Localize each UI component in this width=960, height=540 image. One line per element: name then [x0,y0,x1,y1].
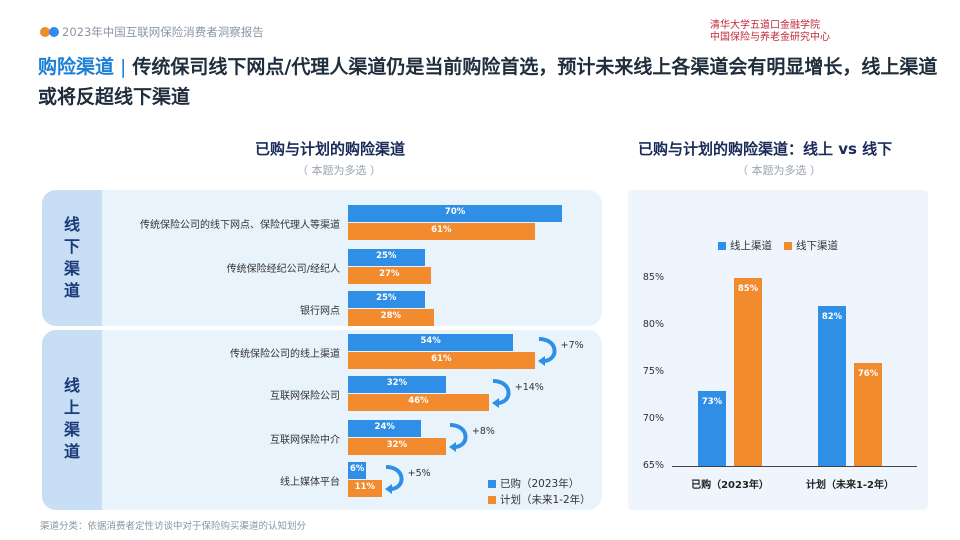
legend-offline-label: 线下渠道 [796,240,838,252]
bar-value-label: 32% [386,440,408,450]
org-line-2: 中国保险与养老金研究中心 [710,32,830,43]
bar-value-label: 11% [354,482,375,492]
bar-planned: 61% [348,352,535,369]
bar-value-label: 25% [376,293,397,303]
left-chart-subtitle: （ 本题为多选 ） [297,164,381,177]
bar-value-label: 46% [408,396,429,406]
bar-value-label: 70% [444,207,466,217]
x-category-label: 计划（未来1-2年） [805,480,895,491]
legend-purchased-label: 已购（2023年） [500,478,580,490]
y-tick-label: 75% [642,366,664,377]
growth-annotation: +8% [471,426,495,437]
bar-planned: 11% [348,480,382,497]
category-label: 互联网保险公司 [270,391,340,402]
bar-value-label: 27% [379,269,400,279]
curved-arrow-icon [448,423,468,452]
bar-value-label: 85% [737,284,759,294]
bar-offline [854,362,882,466]
right-chart-title: 已购与计划的购险渠道：线上 vs 线下 [638,140,893,158]
right-chart-panel [628,190,928,510]
y-tick-label: 70% [642,413,664,424]
bar-planned: 28% [348,309,434,326]
bar-value-label: 28% [380,311,402,321]
right-chart-subtitle: （ 本题为多选 ） [737,164,821,177]
growth-annotation: +5% [407,468,431,479]
bar-value-label: 61% [431,354,452,364]
bar-planned: 32% [348,438,446,455]
category-label: 传统保险公司的线上渠道 [230,349,340,360]
bar-offline [734,278,762,466]
category-label: 互联网保险中介 [270,435,340,446]
footnote: 渠道分类：依据消费者定性访谈中对于保险购买渠道的认知划分 [40,521,307,532]
y-tick-label: 85% [642,272,664,283]
online-group-tag [42,330,102,510]
x-axis-line [672,466,917,467]
bar-purchased: 24% [348,420,422,437]
left-chart-title: 已购与计划的购险渠道 [255,140,406,158]
headline-separator: | [120,56,127,78]
legend-swatch-blue [718,242,726,250]
category-label: 线上媒体平台 [280,477,340,488]
headline-text: 传统保司线下网点/代理人渠道仍是当前购险首选，预计未来线上各渠道会有明显增长，线… [38,56,938,108]
bar-purchased: 54% [348,334,514,351]
report-title: 2023年中国互联网保险消费者洞察报告 [62,25,264,39]
bar-purchased: 6% [348,462,367,479]
offline-group-tag [42,190,102,326]
offline-group-label: 线下渠道 [63,215,80,300]
bar-online [698,390,726,466]
bar-value-label: 6% [349,464,365,474]
bar-value-label: 32% [386,378,408,388]
headline-keyword: 购险渠道 [38,56,115,78]
category-label: 传统保险公司的线下网点、保险代理人等渠道 [140,220,340,231]
legend-purchased: 已购（2023年） [488,476,579,491]
curved-arrow-icon [491,379,511,408]
legend-swatch-orange [488,496,496,504]
online-group-label: 线上渠道 [63,376,80,461]
category-label: 银行网点 [300,306,340,317]
legend-planned: 计划（未来1-2年） [488,492,591,507]
bar-online [818,306,846,466]
bar-value-label: 76% [857,368,879,379]
curved-arrow-icon [384,465,404,494]
bar-purchased: 25% [348,249,425,266]
x-category-label: 已购（2023年） [691,480,769,491]
bar-purchased: 70% [348,205,563,222]
bar-purchased: 32% [348,376,446,393]
bar-value-label: 82% [821,312,843,323]
organization-name: 清华大学五道口金融学院 中国保险与养老金研究中心 [710,20,830,44]
legend-swatch-blue [488,480,496,488]
curved-arrow-icon [537,337,557,366]
bar-value-label: 54% [420,336,441,346]
legend-swatch-orange [784,242,792,250]
bar-value-label: 25% [376,251,397,261]
bar-value-label: 61% [431,225,452,235]
bar-planned: 61% [348,223,535,240]
growth-annotation: +14% [514,382,544,393]
orange-dot-icon [40,27,50,37]
bar-value-label: 73% [701,396,723,407]
y-tick-label: 65% [642,460,664,471]
legend-planned-label: 计划（未来1-2年） [500,494,591,506]
org-line-1: 清华大学五道口金融学院 [710,20,820,31]
category-label: 传统保险经纪公司/经纪人 [226,264,340,275]
blue-dot-icon [49,27,59,37]
page-headline: 购险渠道 | 传统保司线下网点/代理人渠道仍是当前购险首选，预计未来线上各渠道会有明… [38,52,938,112]
bar-planned: 46% [348,394,489,411]
bar-purchased: 25% [348,291,425,308]
growth-annotation: +7% [560,340,584,351]
legend-online-label: 线上渠道 [730,240,772,252]
bar-value-label: 24% [374,422,395,432]
bar-planned: 27% [348,267,431,284]
y-tick-label: 80% [642,319,664,330]
legend-online: 线上渠道 [718,238,772,253]
legend-offline: 线下渠道 [784,238,838,253]
